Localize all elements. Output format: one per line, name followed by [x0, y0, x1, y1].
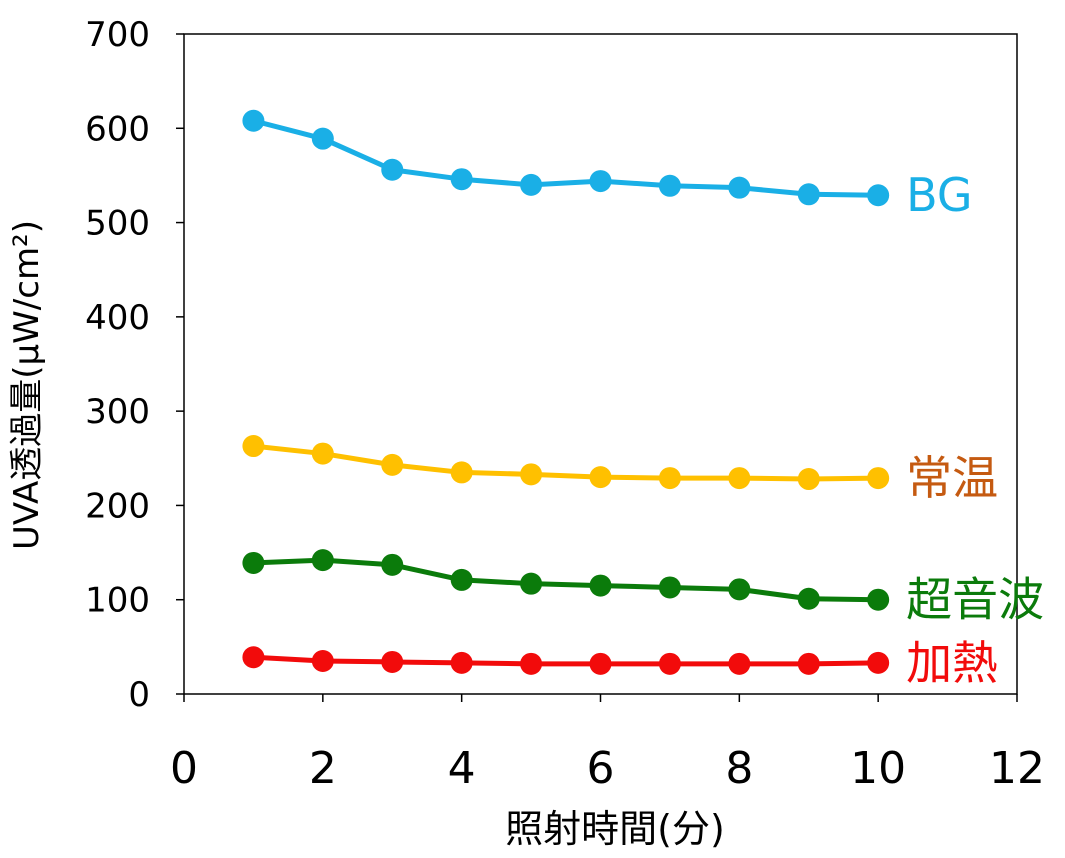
y-tick-label: 400 — [85, 298, 150, 338]
data-point-bg — [867, 184, 890, 207]
data-point-room-temp — [242, 435, 265, 458]
x-tick-label: 10 — [850, 743, 906, 794]
data-point-bg — [728, 176, 751, 199]
data-point-room-temp — [867, 467, 890, 490]
data-point-room-temp — [520, 463, 543, 486]
data-point-ultrasonic — [242, 551, 265, 574]
data-point-ultrasonic — [867, 588, 890, 611]
y-axis-title: UVA透過量(µW/cm²) — [7, 220, 47, 550]
data-point-room-temp — [589, 466, 612, 489]
data-point-heating — [450, 651, 473, 674]
series-label-bg: BG — [906, 168, 972, 222]
series-label-heating: 加熱 — [906, 636, 998, 690]
series-line-heating — [250, 654, 881, 667]
series-line-bg — [250, 118, 881, 198]
x-tick-label: 4 — [448, 743, 476, 794]
data-point-ultrasonic — [797, 587, 820, 610]
x-axis-tick-labels: 0 2 4 6 8 10 12 — [170, 694, 1045, 794]
series-line-room-temp — [250, 443, 881, 482]
data-point-bg — [658, 174, 681, 197]
data-point-heating — [589, 652, 612, 675]
data-point-heating — [797, 652, 820, 675]
x-tick-label: 0 — [170, 743, 198, 794]
data-point-ultrasonic — [311, 549, 334, 572]
data-point-heating — [311, 650, 334, 672]
data-point-room-temp — [311, 442, 334, 465]
data-point-heating — [381, 650, 404, 673]
series-line-ultrasonic — [250, 557, 881, 603]
series-layer — [242, 109, 890, 675]
series-label-ultrasonic: 超音波 — [906, 573, 1044, 627]
data-point-ultrasonic — [658, 576, 681, 599]
data-point-heating — [728, 652, 751, 675]
data-point-bg — [242, 109, 265, 132]
x-axis-title: 照射時間(分) — [505, 807, 725, 851]
data-point-bg — [450, 168, 473, 191]
data-point-heating — [242, 646, 265, 669]
y-tick-label: 0 — [128, 675, 150, 715]
data-point-bg — [381, 158, 404, 181]
data-point-room-temp — [450, 461, 473, 484]
data-point-heating — [520, 652, 543, 675]
y-tick-label: 100 — [85, 581, 150, 621]
data-point-bg — [311, 127, 334, 150]
y-tick-label: 700 — [85, 15, 150, 55]
data-point-bg — [797, 183, 820, 206]
x-tick-label: 2 — [309, 743, 337, 794]
data-point-heating — [867, 651, 890, 674]
y-tick-label: 200 — [85, 486, 150, 526]
series-label-room-temp: 常温 — [906, 451, 998, 505]
y-tick-label: 300 — [85, 392, 150, 432]
x-tick-label: 8 — [725, 743, 753, 794]
data-point-heating — [658, 652, 681, 675]
data-point-room-temp — [797, 468, 820, 491]
data-point-ultrasonic — [450, 568, 473, 591]
data-point-ultrasonic — [589, 574, 612, 597]
data-point-ultrasonic — [728, 578, 751, 601]
y-tick-label: 600 — [85, 109, 150, 149]
data-point-room-temp — [381, 453, 404, 476]
x-tick-label: 12 — [989, 743, 1045, 794]
data-point-room-temp — [658, 467, 681, 490]
y-tick-label: 500 — [85, 204, 150, 244]
data-point-bg — [589, 170, 612, 193]
data-point-ultrasonic — [520, 572, 543, 595]
data-point-room-temp — [728, 467, 751, 490]
data-point-bg — [520, 173, 543, 196]
x-tick-label: 6 — [587, 743, 615, 794]
y-axis-tick-labels: 0 100 200 300 400 500 600 700 — [85, 15, 184, 715]
data-point-ultrasonic — [381, 553, 404, 576]
